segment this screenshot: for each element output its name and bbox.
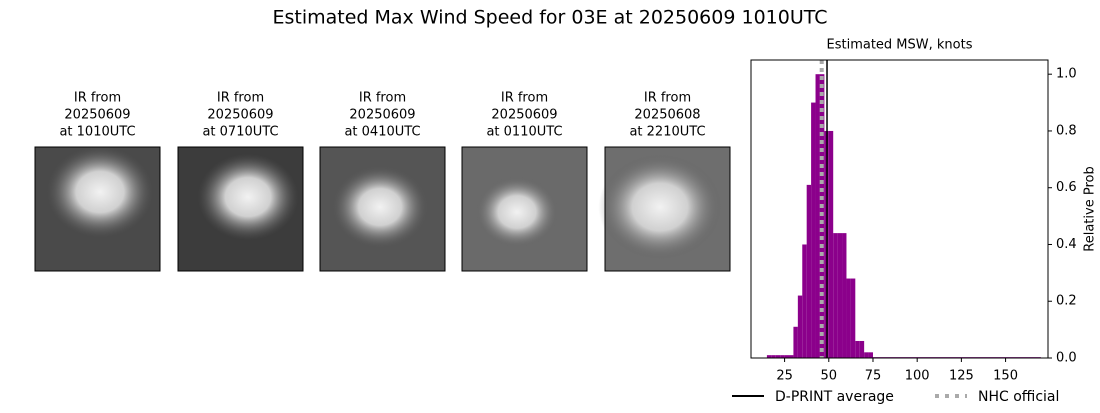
bar bbox=[819, 74, 825, 358]
y-tick-label: 1.0 bbox=[1056, 67, 1077, 82]
y-tick-label: 0.2 bbox=[1056, 294, 1077, 309]
bar bbox=[771, 355, 776, 358]
bar bbox=[811, 102, 816, 358]
x-tick-label: 125 bbox=[949, 369, 974, 384]
x-tick-label: 100 bbox=[905, 369, 930, 384]
panel-caption: at 0110UTC bbox=[486, 125, 562, 140]
bar bbox=[780, 355, 785, 358]
bar bbox=[846, 278, 851, 358]
subplot-title: Estimated MSW, knots bbox=[827, 38, 973, 53]
panel-caption: at 0710UTC bbox=[202, 125, 278, 140]
x-tick-label: 50 bbox=[821, 369, 838, 384]
bar bbox=[837, 233, 843, 358]
panel-caption: at 2210UTC bbox=[629, 125, 705, 140]
cloud bbox=[598, 154, 722, 260]
ir-frame bbox=[177, 146, 304, 272]
bar bbox=[802, 244, 807, 358]
panel-caption: IR from bbox=[74, 91, 121, 106]
ir-frame bbox=[604, 146, 731, 272]
bar bbox=[775, 355, 781, 358]
bar bbox=[806, 184, 812, 358]
panel-caption: IR from bbox=[359, 91, 406, 106]
y-axis-label: Relative Prob bbox=[1083, 166, 1098, 251]
bar bbox=[855, 340, 860, 358]
cloud bbox=[332, 166, 428, 248]
panel-caption: 20250609 bbox=[491, 108, 557, 123]
bar bbox=[868, 352, 873, 358]
y-tick-label: 0.0 bbox=[1056, 351, 1077, 366]
y-tick-label: 0.4 bbox=[1056, 237, 1077, 252]
panel-caption: 20250609 bbox=[207, 108, 273, 123]
bar bbox=[842, 233, 847, 358]
plot-frame bbox=[750, 59, 1049, 359]
bar bbox=[850, 278, 856, 358]
cloud bbox=[475, 176, 559, 248]
y-tick-label: 0.8 bbox=[1056, 123, 1077, 138]
panel-caption: IR from bbox=[217, 91, 264, 106]
bar bbox=[766, 355, 772, 358]
bar bbox=[784, 355, 790, 358]
bar bbox=[793, 326, 798, 358]
figure-title: Estimated Max Wind Speed for 03E at 2025… bbox=[272, 7, 827, 29]
bar bbox=[864, 352, 869, 358]
y-tick-label: 0.6 bbox=[1056, 180, 1077, 195]
bar bbox=[828, 130, 834, 358]
legend-label: D-PRINT average bbox=[775, 389, 894, 405]
legend-label: NHC official bbox=[978, 389, 1059, 405]
x-tick-label: 150 bbox=[993, 369, 1018, 384]
ir-frame bbox=[34, 146, 161, 272]
bar bbox=[797, 295, 803, 358]
ir-frame bbox=[461, 146, 588, 272]
x-tick-label: 75 bbox=[865, 369, 882, 384]
panel-caption: 20250608 bbox=[634, 108, 700, 123]
panel-caption: IR from bbox=[501, 91, 548, 106]
ir-frame bbox=[319, 146, 446, 272]
bar bbox=[815, 74, 820, 358]
panel-caption: 20250609 bbox=[349, 108, 415, 123]
bar bbox=[789, 355, 794, 358]
x-tick-label: 25 bbox=[776, 369, 793, 384]
cloud bbox=[197, 153, 299, 241]
cloud bbox=[46, 146, 154, 238]
panel-caption: IR from bbox=[644, 91, 691, 106]
panel-caption: at 0410UTC bbox=[344, 125, 420, 140]
bar bbox=[859, 340, 865, 358]
panel-caption: 20250609 bbox=[64, 108, 130, 123]
bar bbox=[833, 233, 838, 358]
panel-caption: at 1010UTC bbox=[59, 125, 135, 140]
